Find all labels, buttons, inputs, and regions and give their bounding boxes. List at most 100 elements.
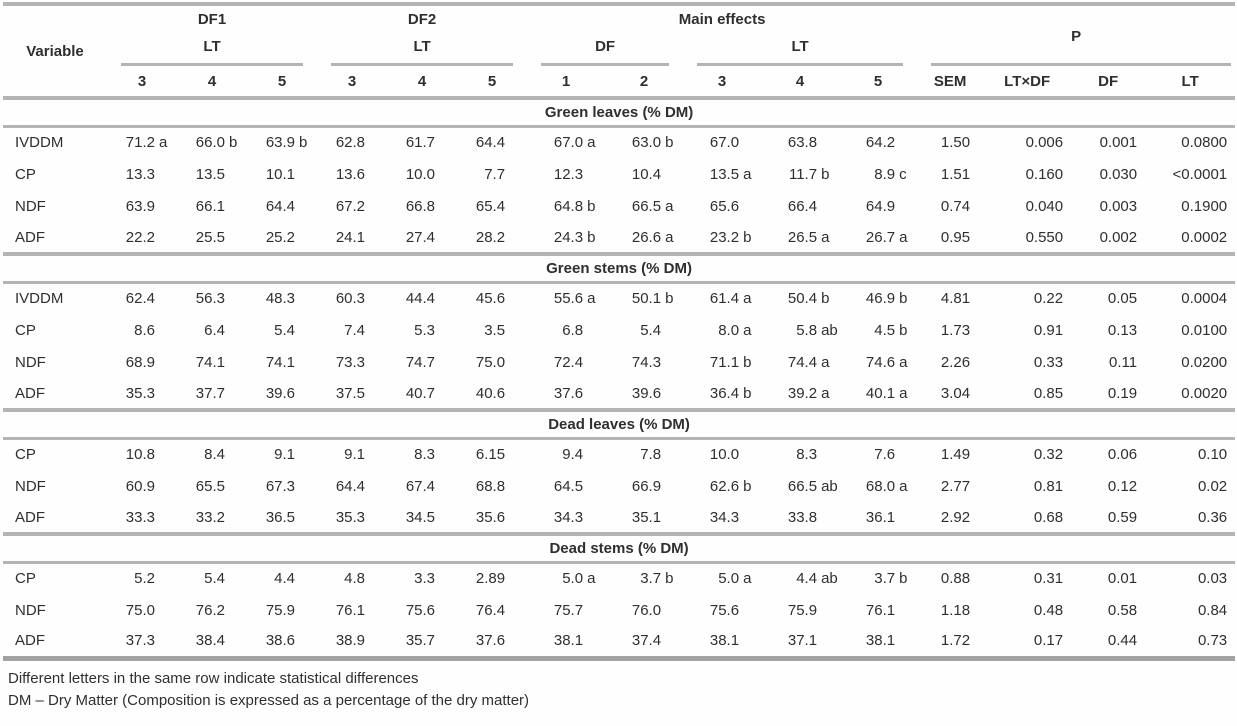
col-header-p-lt: LT bbox=[1145, 66, 1236, 100]
sem-cell: 1.72 bbox=[940, 632, 971, 650]
value-cell: 74.1 bbox=[265, 353, 296, 371]
p-label: P bbox=[1071, 27, 1082, 45]
p-value-cell: 0.44 bbox=[1107, 632, 1138, 650]
p-value-cell: 0.33 bbox=[1033, 353, 1064, 371]
value-cell: 38.4 bbox=[195, 632, 225, 650]
variable-label: NDF bbox=[15, 601, 46, 619]
p-value-cell: 0.73 bbox=[1197, 632, 1228, 650]
subgroup-header-lt-df1: LT bbox=[107, 32, 317, 66]
value-cell: 45.6 bbox=[475, 290, 506, 308]
value-cell: 67.0 a bbox=[553, 134, 596, 152]
value-cell: 7.7 bbox=[484, 165, 506, 183]
value-cell: 7.6 bbox=[874, 446, 896, 464]
value-cell: 33.3 bbox=[125, 508, 155, 526]
p-value-cell: 0.19 bbox=[1107, 384, 1138, 402]
p-value-cell: 0.550 bbox=[1025, 228, 1064, 246]
value-cell: 60.3 bbox=[335, 290, 366, 308]
table-header: Variable DF1 DF2 Main effects P LT LT DF… bbox=[3, 4, 1236, 100]
col-header-df2-lt5: 5 bbox=[457, 66, 528, 100]
value-cell: 34.3 bbox=[553, 508, 584, 526]
group-header-main-effects: Main effects bbox=[678, 10, 766, 28]
col-header-main-df1: 1 bbox=[527, 66, 606, 100]
sem-cell: 4.81 bbox=[940, 290, 971, 308]
value-cell: 67.4 bbox=[405, 477, 436, 495]
value-cell: 9.1 bbox=[344, 446, 366, 464]
group-header-df1: DF1 bbox=[197, 10, 227, 28]
p-value-cell: 0.32 bbox=[1033, 446, 1064, 464]
value-cell: 35.3 bbox=[125, 384, 155, 402]
value-cell: 5.0 a bbox=[718, 570, 752, 588]
sem-cell: 1.18 bbox=[940, 601, 971, 619]
value-cell: 63.9 b bbox=[265, 134, 308, 152]
value-cell: 38.6 bbox=[265, 632, 296, 650]
value-cell: 76.1 bbox=[335, 601, 366, 619]
variable-label: NDF bbox=[15, 197, 46, 215]
value-cell: 50.1 b bbox=[631, 290, 674, 308]
value-cell: 67.0 bbox=[709, 134, 740, 152]
p-value-cell: 0.81 bbox=[1033, 477, 1064, 495]
value-cell: 25.5 bbox=[195, 228, 225, 246]
table-row: ADF 37.3 38.4 38.6 38.9 35.7 37.6 38.1 37.4 38.1 3… bbox=[3, 626, 1235, 658]
p-value-cell: 0.13 bbox=[1107, 321, 1138, 339]
value-cell: 56.3 bbox=[195, 290, 225, 308]
value-cell: 63.9 bbox=[125, 197, 155, 215]
p-value-cell: 0.31 bbox=[1033, 570, 1064, 588]
value-cell: 36.4 b bbox=[709, 384, 752, 402]
value-cell: 4.8 bbox=[344, 570, 366, 588]
col-header-sem: SEM bbox=[917, 66, 984, 100]
p-value-cell: 0.36 bbox=[1197, 508, 1228, 526]
col-header-main-lt4: 4 bbox=[761, 66, 840, 100]
value-cell: 23.2 b bbox=[709, 228, 752, 246]
value-cell: 67.2 bbox=[335, 197, 366, 215]
col-header-main-lt3: 3 bbox=[683, 66, 762, 100]
value-cell: 61.4 a bbox=[709, 290, 752, 308]
value-cell: 67.3 bbox=[265, 477, 296, 495]
value-cell: 7.4 bbox=[344, 321, 366, 339]
value-cell: 46.9 b bbox=[865, 290, 908, 308]
value-cell: 74.6 a bbox=[865, 353, 908, 371]
value-cell: 73.3 bbox=[335, 353, 366, 371]
value-cell: 37.4 bbox=[631, 632, 662, 650]
value-cell: 65.5 bbox=[195, 477, 225, 495]
value-cell: 68.9 bbox=[125, 353, 155, 371]
p-value-cell: 0.040 bbox=[1025, 197, 1064, 215]
section-title: Green stems (% DM) bbox=[3, 252, 1236, 284]
value-cell: 76.4 bbox=[475, 601, 506, 619]
value-cell: 37.6 bbox=[553, 384, 584, 402]
value-cell: 75.9 bbox=[265, 601, 296, 619]
sem-cell: 2.92 bbox=[940, 508, 971, 526]
value-cell: 5.2 bbox=[134, 570, 155, 588]
p-value-cell: <0.0001 bbox=[1172, 165, 1228, 183]
value-cell: 28.2 bbox=[475, 228, 506, 246]
variable-label: ADF bbox=[15, 228, 45, 246]
value-cell: 74.3 bbox=[631, 353, 662, 371]
value-cell: 36.1 bbox=[865, 508, 896, 526]
sem-cell: 1.50 bbox=[940, 134, 971, 152]
value-cell: 8.4 bbox=[204, 446, 225, 464]
section-header-row: Dead stems (% DM) bbox=[3, 532, 1236, 564]
p-value-cell: 0.02 bbox=[1197, 477, 1228, 495]
variable-label: IVDDM bbox=[15, 134, 64, 152]
table-row: NDF 75.0 76.2 75.9 76.1 75.6 76.4 75.7 76.0 75.6 7… bbox=[3, 594, 1235, 626]
sem-cell: 0.95 bbox=[940, 228, 971, 246]
p-value-cell: 0.59 bbox=[1107, 508, 1138, 526]
sem-cell: 0.88 bbox=[940, 570, 971, 588]
value-cell: 37.5 bbox=[335, 384, 366, 402]
value-cell: 5.0 a bbox=[562, 570, 596, 588]
value-cell: 5.3 bbox=[414, 321, 436, 339]
value-cell: 35.1 bbox=[631, 508, 662, 526]
footnotes: Different letters in the same row indica… bbox=[8, 668, 1237, 712]
value-cell: 74.7 bbox=[405, 353, 436, 371]
value-cell: 66.4 bbox=[787, 197, 818, 215]
value-cell: 62.8 bbox=[335, 134, 366, 152]
value-cell: 34.5 bbox=[405, 508, 436, 526]
value-cell: 13.5 bbox=[195, 165, 225, 183]
value-cell: 26.7 a bbox=[865, 228, 908, 246]
p-value-cell: 0.06 bbox=[1107, 446, 1138, 464]
p-value-cell: 0.0004 bbox=[1181, 290, 1228, 308]
value-cell: 37.3 bbox=[125, 632, 155, 650]
value-cell: 10.1 bbox=[265, 165, 296, 183]
value-cell: 75.0 bbox=[125, 601, 155, 619]
col-header-df2-lt3: 3 bbox=[317, 66, 388, 100]
variable-label: CP bbox=[15, 165, 36, 183]
